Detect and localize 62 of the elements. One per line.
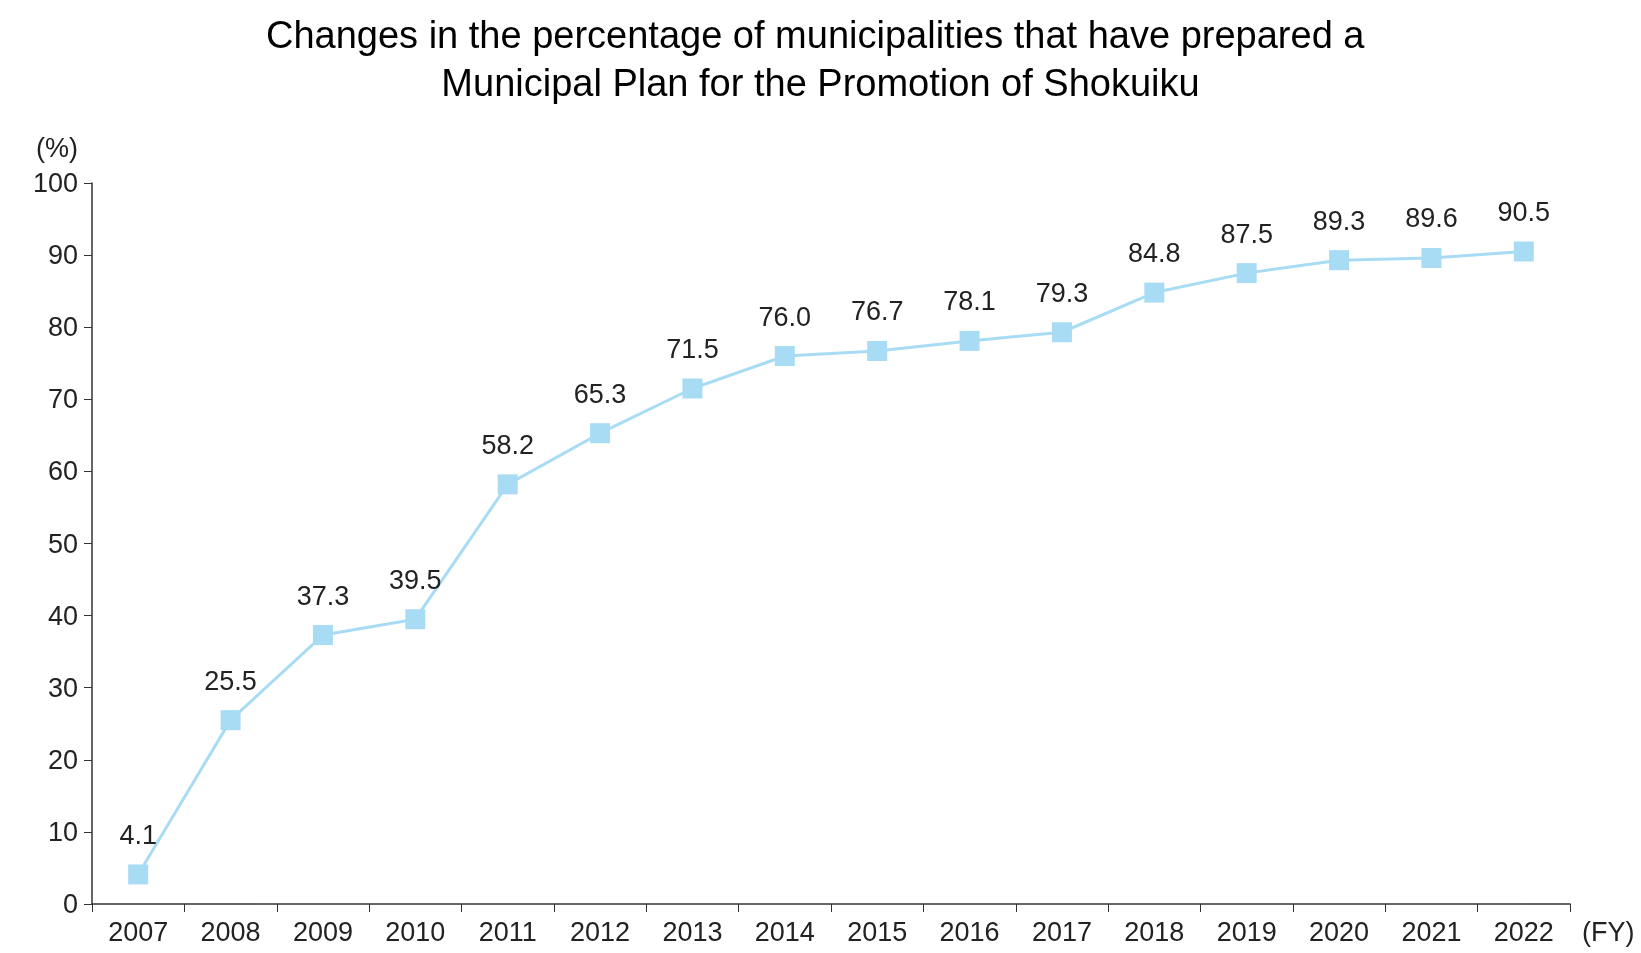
x-tick-label: 2013 <box>662 916 723 947</box>
point <box>590 423 611 444</box>
text: 37.3 <box>296 580 350 611</box>
x-tick-label: 2007 <box>108 916 169 947</box>
y-tick-label: 100 <box>32 168 78 198</box>
x-tick-label: 2022 <box>1493 916 1554 947</box>
point <box>1236 263 1257 284</box>
point <box>1513 241 1534 262</box>
x-tick-label: 2009 <box>292 916 353 947</box>
text: 89.3 <box>1312 205 1366 236</box>
text: 58.2 <box>481 429 534 460</box>
text: 89.6 <box>1405 203 1458 234</box>
x-tick-label: 2010 <box>385 916 446 947</box>
point <box>1144 282 1165 303</box>
y-tick-label: 20 <box>47 744 78 775</box>
point <box>497 474 518 495</box>
x-tick-label: 2018 <box>1124 916 1185 947</box>
y-tick-label: 10 <box>47 816 78 847</box>
point <box>867 340 888 361</box>
x-tick-label: 2019 <box>1216 916 1277 947</box>
y-tick-label: 90 <box>47 240 78 271</box>
x-tick-label: 2012 <box>570 916 631 947</box>
text: 90.5 <box>1497 196 1551 227</box>
y-tick-label: 30 <box>47 672 78 703</box>
x-tick-label: 2014 <box>754 916 815 947</box>
y-tick-label: 70 <box>47 384 78 415</box>
point <box>774 346 795 367</box>
point <box>128 864 149 885</box>
x-tick-label: 2015 <box>847 916 908 947</box>
point <box>1051 322 1072 343</box>
y-tick-label: 40 <box>47 600 78 631</box>
point <box>1329 250 1350 271</box>
text: 71.5 <box>666 333 719 364</box>
text: 79.3 <box>1035 277 1089 308</box>
x-tick-label: 2011 <box>478 916 537 947</box>
x-tick-label: 2020 <box>1309 916 1370 947</box>
text: 76.0 <box>758 301 812 332</box>
point <box>682 378 703 399</box>
text: 76.7 <box>850 296 904 327</box>
y-axis-title: (%) <box>36 132 78 163</box>
point <box>405 609 426 630</box>
x-tick-label: 2021 <box>1401 916 1462 947</box>
y-tick-label: 0 <box>62 889 78 919</box>
y-tick-label: 50 <box>47 528 78 559</box>
text: 87.5 <box>1220 218 1273 249</box>
point <box>220 710 241 731</box>
text: 25.5 <box>204 665 257 696</box>
y-tick-label: 80 <box>47 312 78 343</box>
text: 78.1 <box>943 286 996 317</box>
point <box>1421 247 1442 268</box>
x-tick-label: 2008 <box>200 916 261 947</box>
x-axis-title: (FY) <box>1582 916 1635 947</box>
point <box>959 330 980 351</box>
chart-title: Changes in the percentage of municipalities that have prepared a Municipal Plan for the Promotion of Shokuiku <box>265 14 1376 104</box>
x-tick-label: 2016 <box>939 916 1000 947</box>
y-tick-label: 60 <box>47 456 78 487</box>
text: 84.8 <box>1128 238 1181 269</box>
x-tick-label: 2017 <box>1031 916 1092 947</box>
point <box>312 625 333 646</box>
text: 4.1 <box>119 819 157 850</box>
text: 65.3 <box>573 378 627 409</box>
text: 39.5 <box>389 564 442 595</box>
